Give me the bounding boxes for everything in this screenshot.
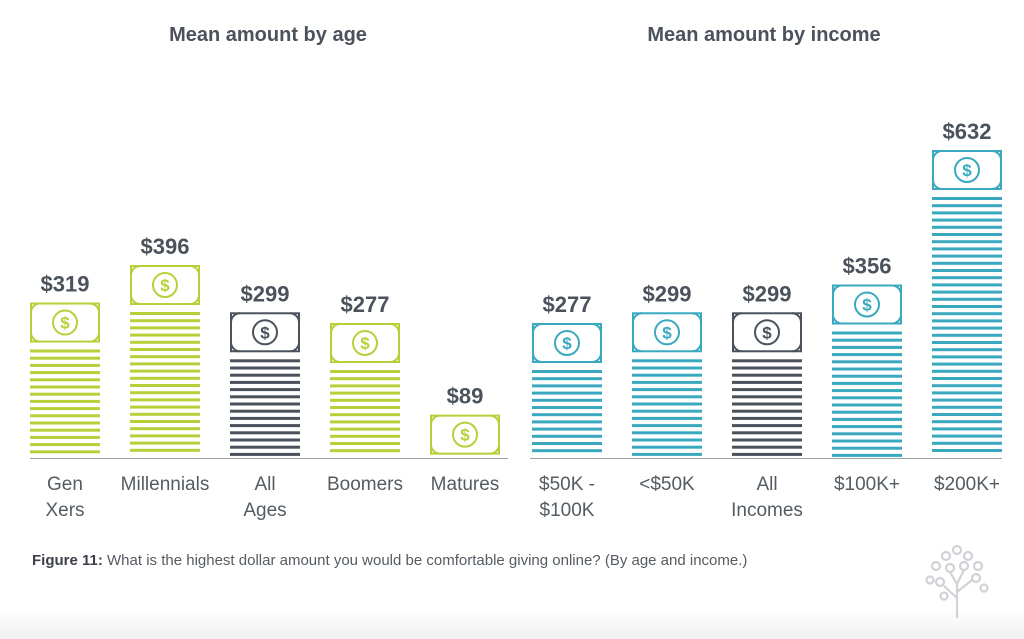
value-label: $632: [943, 119, 992, 144]
category-label: $100K: [540, 500, 595, 521]
dollar-bill-icon: $: [130, 265, 200, 306]
bar: $: [832, 284, 902, 457]
category-label: Millennials: [121, 474, 210, 495]
value-label: $299: [743, 281, 792, 306]
value-label: $89: [447, 384, 484, 409]
value-label: $319: [41, 272, 90, 297]
dollar-bill-icon: $: [30, 302, 100, 343]
svg-text:$: $: [962, 161, 972, 180]
bar: $: [532, 323, 602, 453]
category-label: Ages: [243, 500, 286, 521]
bar: $: [330, 323, 400, 453]
svg-text:$: $: [862, 296, 872, 315]
dollar-bill-icon: $: [632, 312, 702, 353]
value-label: $277: [543, 292, 592, 317]
category-label: Xers: [45, 500, 84, 521]
svg-text:$: $: [60, 314, 70, 333]
category-label: Incomes: [731, 500, 803, 521]
caption-label: Figure 11:: [32, 552, 103, 569]
bar: $: [932, 150, 1002, 452]
category-label: Boomers: [327, 474, 403, 495]
dollar-bill-icon: $: [330, 323, 400, 364]
dollar-bill-icon: $: [230, 312, 300, 353]
bottom-fade: [0, 608, 1024, 639]
category-label: Gen: [47, 474, 83, 495]
value-label: $396: [141, 234, 190, 259]
dollar-bill-icon: $: [832, 284, 902, 325]
bar: $: [30, 302, 100, 454]
svg-text:$: $: [662, 323, 672, 342]
dollar-bill-icon: $: [932, 150, 1002, 190]
bar: $: [732, 312, 802, 456]
category-label: Matures: [431, 474, 500, 495]
chart-title-1: Mean amount by age: [169, 24, 367, 46]
value-label: $277: [341, 292, 390, 317]
svg-text:$: $: [562, 334, 572, 353]
bar: $: [430, 414, 500, 455]
svg-text:$: $: [460, 426, 470, 445]
svg-text:$: $: [360, 334, 370, 353]
chart-title-2: Mean amount by income: [647, 24, 880, 46]
dollar-bill-icon: $: [430, 414, 500, 455]
bar: $: [230, 312, 300, 456]
category-label: $100K+: [834, 474, 900, 495]
svg-text:$: $: [160, 276, 170, 295]
dollar-bill-icon: $: [732, 312, 802, 353]
category-label: <$50K: [639, 474, 695, 495]
category-label: $200K+: [934, 474, 1000, 495]
tree-logo-icon: [925, 544, 989, 618]
value-label: $299: [643, 281, 692, 306]
category-label: All: [254, 474, 275, 495]
svg-text:$: $: [260, 323, 270, 342]
figure-caption: Figure 11: What is the highest dollar am…: [32, 552, 912, 569]
category-label: All: [756, 474, 777, 495]
caption-text: What is the highest dollar amount you wo…: [102, 552, 748, 569]
dollar-bill-icon: $: [532, 323, 602, 364]
category-label: $50K -: [539, 474, 595, 495]
bar: $: [632, 312, 702, 456]
svg-text:$: $: [762, 323, 772, 342]
value-label: $299: [241, 281, 290, 306]
value-label: $356: [843, 254, 892, 279]
bar: $: [130, 265, 200, 452]
